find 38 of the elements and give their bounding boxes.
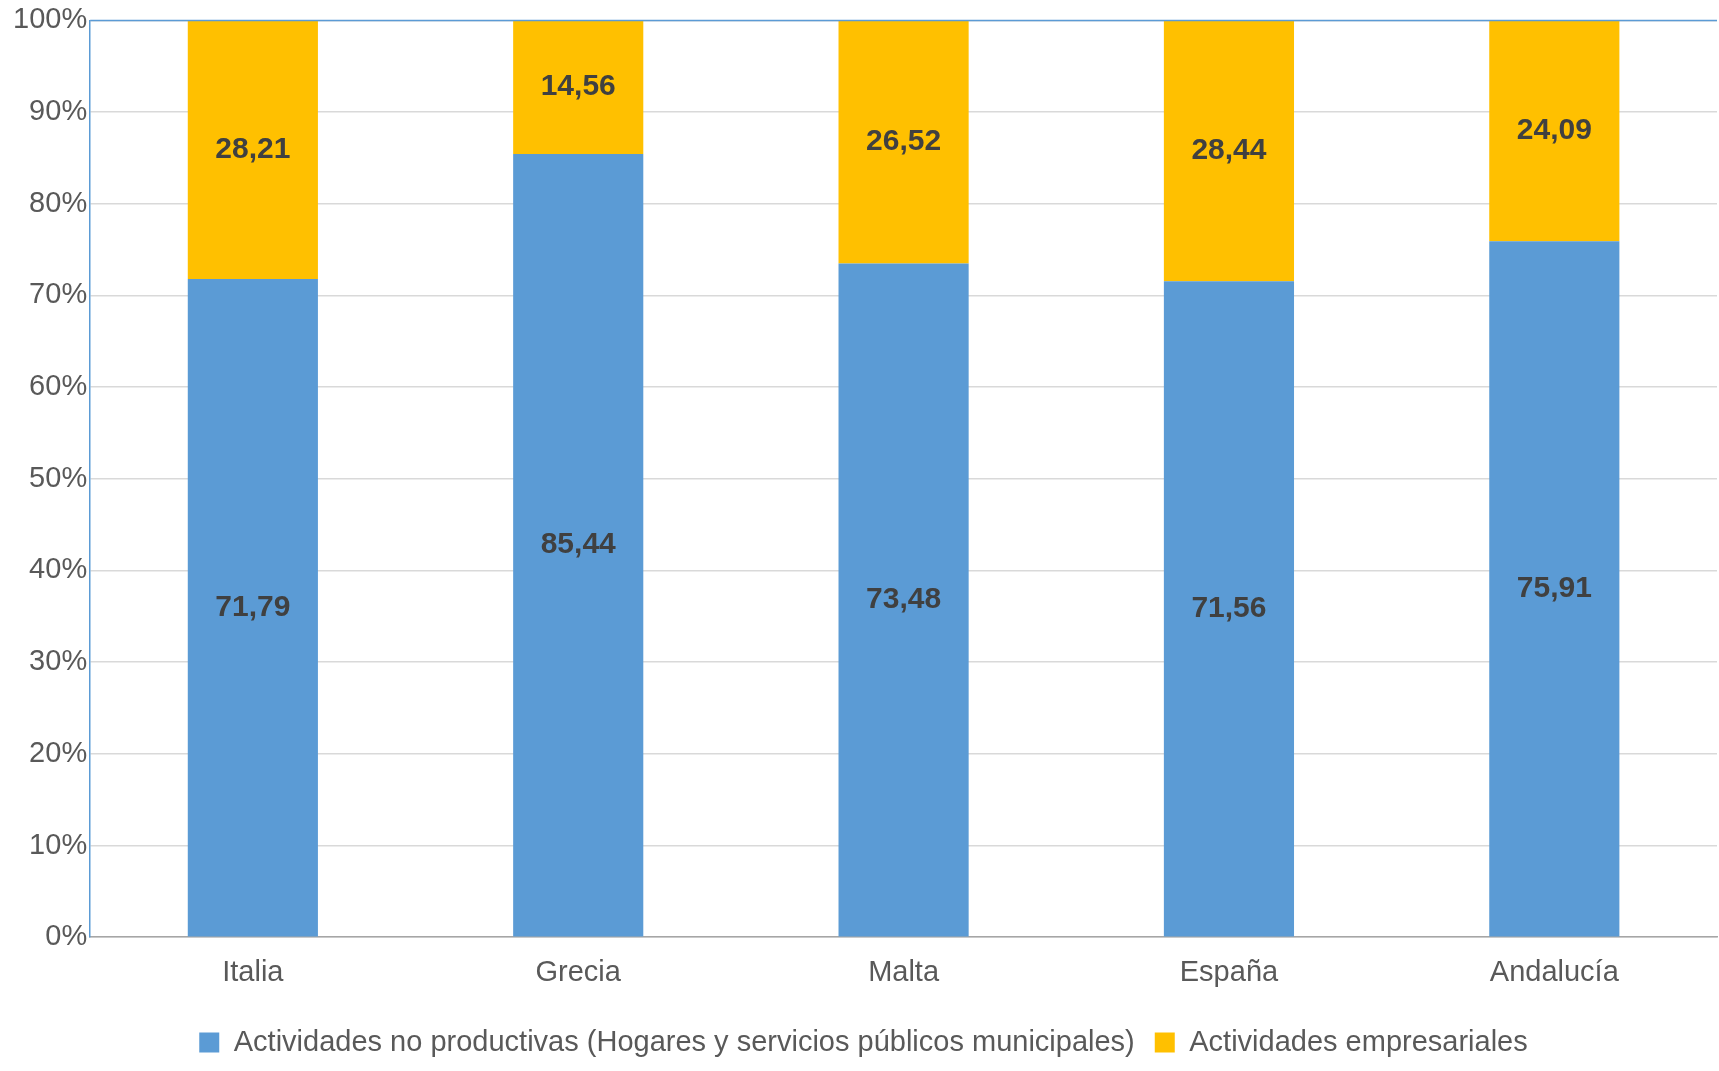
y-tick-label: 10% bbox=[29, 827, 88, 860]
bar bbox=[513, 153, 644, 937]
x-tick-label: Malta bbox=[868, 954, 940, 987]
bar bbox=[1489, 241, 1620, 937]
y-tick-label: 20% bbox=[29, 735, 88, 768]
data-label: 71,56 bbox=[1191, 590, 1267, 624]
bar bbox=[838, 263, 969, 937]
bar bbox=[1163, 281, 1295, 937]
bar bbox=[1489, 20, 1620, 242]
y-tick-label: 60% bbox=[29, 369, 88, 402]
bar bbox=[513, 20, 644, 154]
data-label: 26,52 bbox=[866, 123, 942, 157]
x-tick-label: España bbox=[1179, 954, 1279, 987]
y-tick-label: 70% bbox=[29, 277, 88, 310]
bar bbox=[1163, 20, 1295, 282]
data-label: 73,48 bbox=[866, 581, 942, 615]
data-label: 71,79 bbox=[215, 589, 291, 623]
data-label: 28,21 bbox=[215, 130, 291, 164]
legend-label: Actividades no productivas (Hogares y servicios públicos municipales) bbox=[233, 1024, 1135, 1057]
x-tick-label: Andalucía bbox=[1489, 954, 1620, 987]
data-label: 85,44 bbox=[540, 526, 617, 560]
data-label: 24,09 bbox=[1516, 112, 1592, 146]
y-tick-label: 100% bbox=[13, 2, 88, 35]
data-label: 28,44 bbox=[1191, 132, 1267, 166]
y-tick-label: 40% bbox=[29, 552, 88, 585]
data-label: 75,91 bbox=[1516, 570, 1592, 604]
x-tick-label: Italia bbox=[222, 954, 285, 987]
y-tick-label: 0% bbox=[45, 919, 88, 952]
bar bbox=[187, 20, 318, 280]
bar bbox=[838, 20, 969, 264]
legend-label: Actividades empresariales bbox=[1189, 1024, 1528, 1057]
x-tick-label: Grecia bbox=[535, 954, 622, 987]
y-tick-label: 30% bbox=[29, 644, 88, 677]
data-label: 14,56 bbox=[540, 68, 616, 102]
y-tick-label: 50% bbox=[29, 460, 88, 493]
bar bbox=[187, 279, 318, 937]
y-tick-label: 90% bbox=[29, 94, 88, 127]
y-tick-label: 80% bbox=[29, 185, 88, 218]
